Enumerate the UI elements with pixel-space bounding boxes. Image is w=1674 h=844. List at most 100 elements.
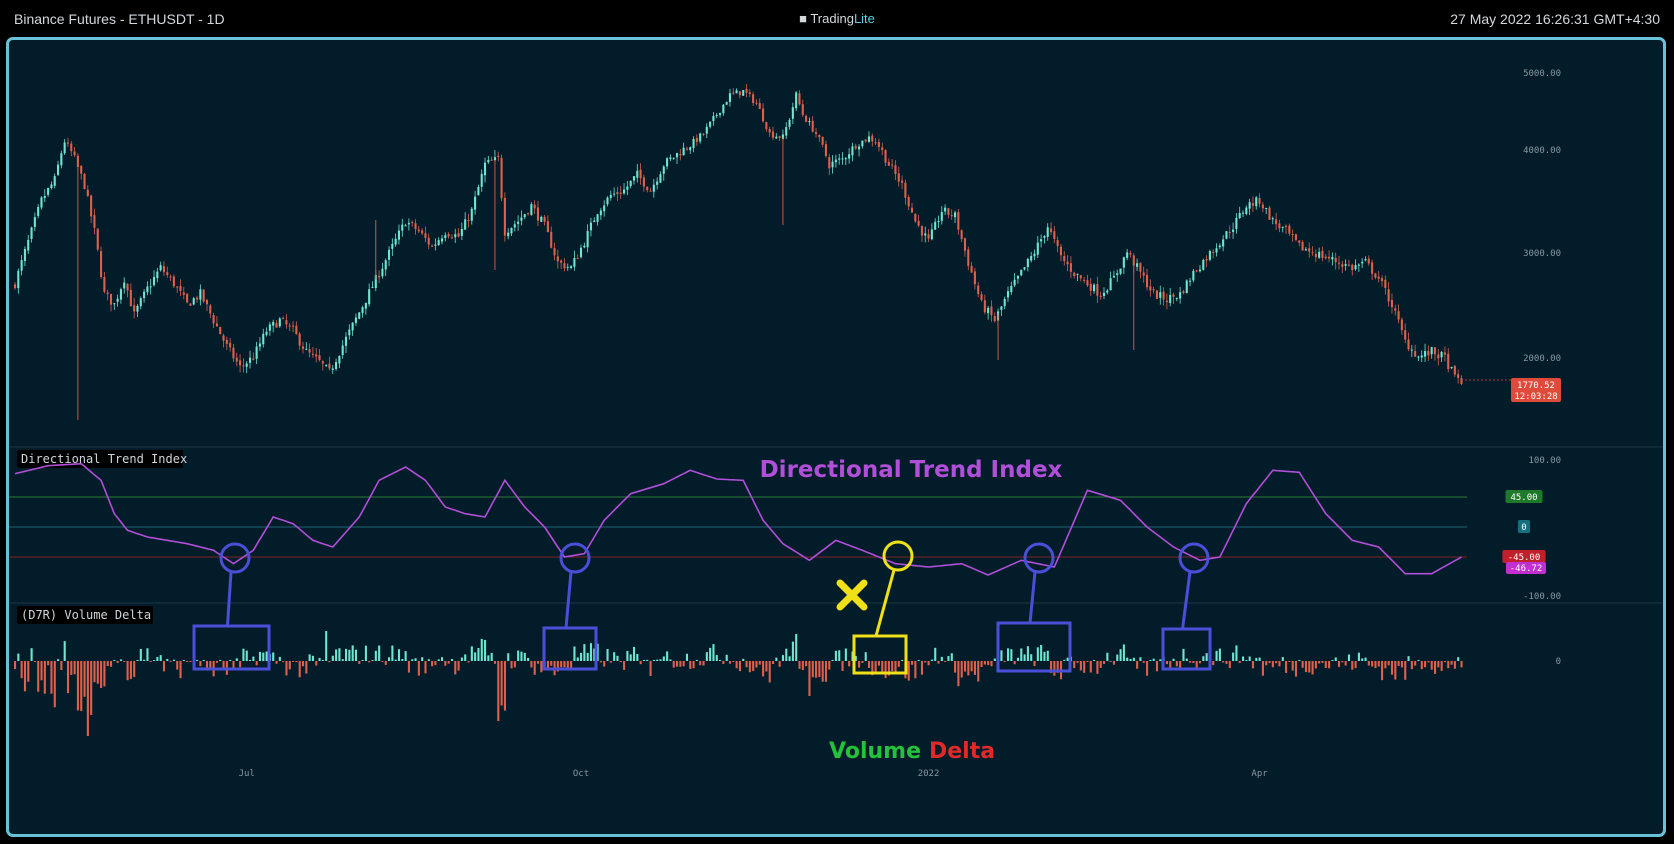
- price-candle: [1397, 311, 1400, 320]
- price-candle: [977, 285, 980, 295]
- volume-delta-bar: [1122, 644, 1125, 661]
- volume-delta-bar: [517, 650, 520, 661]
- volume-delta-bar: [1427, 661, 1430, 663]
- volume-delta-bar: [1159, 659, 1162, 661]
- price-candle: [417, 229, 420, 232]
- volume-delta-bar: [1351, 661, 1354, 670]
- volume-delta-bar: [116, 661, 119, 663]
- price-candle: [692, 138, 695, 149]
- volume-delta-bar: [1288, 661, 1291, 662]
- price-candle: [1040, 239, 1043, 242]
- volume-delta-bar: [189, 661, 192, 662]
- price-candle: [573, 257, 576, 267]
- price-candle: [1195, 270, 1198, 272]
- price-candle: [632, 176, 636, 181]
- volume-delta-bar: [973, 661, 976, 675]
- price-candle: [328, 363, 331, 369]
- price-candle: [626, 186, 629, 190]
- volume-delta-bar: [507, 653, 510, 661]
- x-tick-label: Jul: [239, 769, 255, 779]
- volume-delta-bar: [1400, 661, 1403, 668]
- volume-delta-bar: [63, 641, 66, 661]
- volume-delta-bar: [37, 661, 40, 692]
- volume-delta-bar: [738, 661, 741, 672]
- volume-delta-bar: [705, 652, 708, 661]
- price-candle: [781, 134, 784, 140]
- price-candle: [639, 169, 642, 179]
- price-candle: [80, 165, 83, 174]
- price-candle: [1433, 347, 1437, 355]
- price-candle: [1149, 286, 1152, 291]
- price-candle: [172, 276, 175, 287]
- volume-delta-bar: [318, 657, 321, 661]
- price-candle: [1371, 262, 1374, 274]
- price-candle: [1344, 264, 1347, 266]
- delta-legend-word: Delta: [929, 739, 995, 764]
- price-candle: [523, 214, 526, 218]
- price-candle: [83, 174, 86, 189]
- price-candle: [937, 221, 940, 223]
- price-candle: [1387, 289, 1390, 302]
- price-candles: [13, 84, 1463, 420]
- volume-delta-bar: [252, 656, 255, 661]
- price-candle: [248, 357, 252, 363]
- volume-delta-bar: [1066, 657, 1069, 661]
- volume-delta-bar: [1043, 651, 1046, 661]
- price-candle: [579, 247, 583, 258]
- chart-canvas[interactable]: 5000.00 4000.00 3000.00 2000.00 1770.5212:03…: [9, 40, 1663, 834]
- price-candle: [738, 91, 741, 96]
- price-candle: [844, 158, 847, 160]
- price-candle: [1023, 267, 1026, 270]
- price-candle: [990, 306, 993, 316]
- price-candle: [440, 238, 444, 242]
- volume-delta-bar: [563, 661, 566, 668]
- volume-delta-bar: [576, 657, 579, 661]
- price-y-tick-label: 4000.00: [1523, 146, 1561, 156]
- volume-delta-bar: [1410, 661, 1413, 670]
- price-candle: [907, 197, 910, 207]
- volume-delta-bar: [404, 651, 407, 661]
- volume-delta-bar: [894, 661, 897, 673]
- price-candle: [550, 231, 553, 248]
- volume-delta-bar: [1268, 661, 1271, 664]
- volume-delta-bar: [1225, 661, 1228, 664]
- price-candle: [540, 216, 543, 222]
- volume-delta-bar: [1331, 659, 1334, 661]
- volume-delta-bar: [414, 658, 417, 661]
- price-candle: [156, 271, 159, 279]
- price-candle: [834, 159, 837, 163]
- volume-delta-bar: [954, 661, 957, 673]
- volume-delta-bar: [1430, 661, 1433, 670]
- volume-delta-bar: [874, 661, 877, 675]
- volume-delta-bar: [275, 661, 278, 664]
- price-candle: [1294, 234, 1298, 240]
- price-candle: [123, 282, 126, 289]
- volume-delta-bar: [1172, 658, 1175, 661]
- volume-delta-bar: [728, 661, 732, 664]
- price-candle: [1013, 279, 1016, 286]
- volume-delta-bar: [484, 639, 487, 661]
- annotation-circle: [1178, 542, 1210, 574]
- price-candle: [930, 229, 933, 240]
- volume-delta-bar: [520, 651, 523, 661]
- volume-delta-bar: [153, 660, 156, 661]
- price-candle: [50, 184, 53, 189]
- price-candle: [642, 177, 645, 187]
- price-candle: [1377, 276, 1380, 279]
- volume-delta-bar: [788, 656, 791, 661]
- annotation-circle: [559, 542, 591, 574]
- volume-delta-bar: [712, 644, 715, 661]
- volume-delta-bar: [384, 661, 387, 665]
- volume-delta-bar: [27, 661, 30, 682]
- price-candle: [1251, 203, 1254, 206]
- volume-delta-bar: [454, 661, 457, 675]
- volume-delta-bar: [143, 659, 146, 661]
- price-candle: [967, 249, 970, 266]
- volume-delta-bar: [1420, 661, 1423, 670]
- volume-delta-bar: [606, 649, 609, 661]
- volume-delta-bar: [1361, 658, 1364, 661]
- price-candle: [622, 189, 626, 194]
- volume-delta-bar: [1308, 661, 1311, 673]
- volume-delta-bar: [146, 648, 149, 661]
- volume-delta-bar: [901, 660, 904, 661]
